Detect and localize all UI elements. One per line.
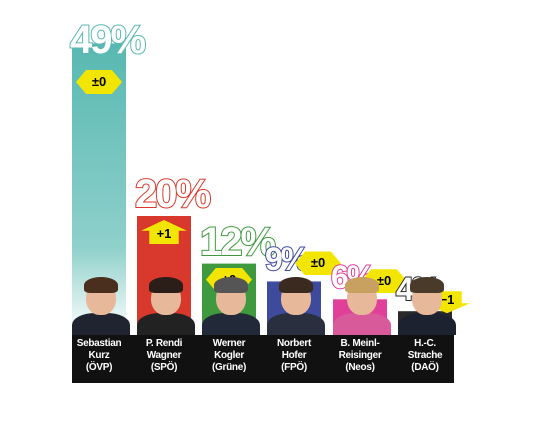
portrait-body-1 (72, 313, 130, 335)
category-label-line: (SPÖ) (150, 362, 178, 373)
category-label-line: H.-C. (414, 338, 436, 349)
category-label-5: B. Meinl- Reisinger (Neos) (327, 338, 393, 374)
category-label-line: Norbert (276, 338, 311, 349)
portrait-hair-5 (345, 277, 379, 293)
portrait-body-5 (333, 313, 391, 335)
category-label-line: Reisinger (338, 350, 382, 361)
change-value-4: ±0 (310, 255, 326, 271)
portrait-1 (68, 273, 134, 335)
category-label-2: P. Rendi Wagner (SPÖ) (131, 338, 197, 374)
value-label-3: 12% (199, 219, 277, 264)
category-label-line: (FPÖ) (281, 362, 307, 373)
category-label-line: (Grüne) (211, 362, 246, 373)
value-label-2: 20% (134, 172, 212, 216)
category-label-line: (DAÖ) (411, 362, 439, 373)
change-badge-4: ±0 (295, 251, 341, 276)
category-label-4: Norbert Hofer (FPÖ) (261, 338, 327, 374)
portrait-hair-4 (279, 277, 313, 293)
category-label-line: Kurz (88, 350, 110, 361)
category-label-6: H.-C. Strache (DAÖ) (392, 338, 458, 374)
value-label-1: 49% (69, 18, 147, 62)
category-label-line: Sebastian (76, 338, 122, 349)
category-label-line: Werner (212, 338, 246, 349)
category-label-line: (ÖVP) (85, 362, 113, 373)
portrait-body-4 (267, 313, 325, 335)
portrait-3 (198, 273, 264, 335)
portrait-4 (263, 273, 329, 335)
portrait-hair-2 (149, 277, 183, 293)
category-label-line: P. Rendi (145, 338, 183, 349)
category-label-3: Werner Kogler (Grüne) (196, 338, 262, 374)
portrait-hair-3 (214, 277, 248, 293)
portrait-body-3 (202, 313, 260, 335)
portrait-hair-6 (410, 277, 444, 293)
category-label-line: Hofer (281, 350, 307, 361)
change-value-1: ±0 (91, 74, 107, 89)
category-label-line: Wagner (146, 350, 182, 361)
category-label-line: Strache (407, 350, 443, 361)
category-label-1: Sebastian Kurz (ÖVP) (66, 338, 132, 374)
category-label-line: B. Meinl- (340, 338, 380, 349)
portrait-hair-1 (84, 277, 118, 293)
change-badge-1: ±0 (76, 70, 122, 94)
change-value-6: −1 (439, 292, 455, 308)
portrait-5 (329, 273, 395, 335)
category-label-line: (Neos) (345, 362, 375, 373)
portrait-body-2 (137, 313, 195, 335)
name-bar (72, 335, 454, 383)
portrait-2 (133, 273, 199, 335)
category-label-line: Kogler (214, 350, 244, 361)
change-value-5: ±0 (376, 273, 392, 289)
change-value-2: +1 (156, 226, 172, 241)
portrait-body-6 (398, 313, 456, 335)
portrait-6 (394, 273, 460, 335)
